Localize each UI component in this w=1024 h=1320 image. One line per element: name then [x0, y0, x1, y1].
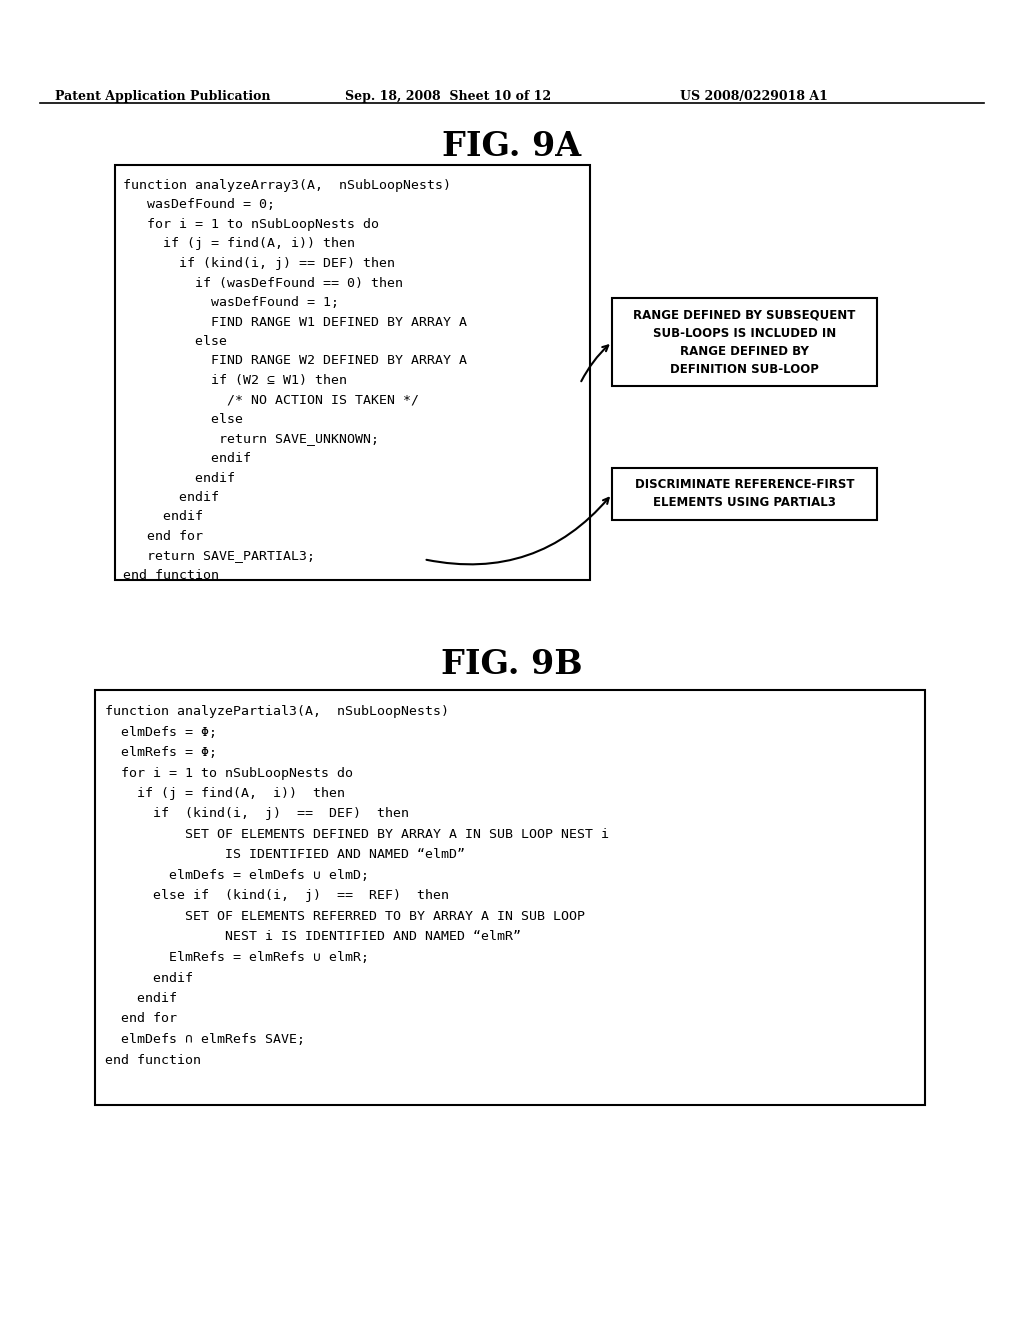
- Text: return SAVE_UNKNOWN;: return SAVE_UNKNOWN;: [123, 433, 379, 446]
- Text: FIG. 9A: FIG. 9A: [442, 129, 582, 162]
- Text: endif: endif: [105, 972, 193, 985]
- Text: if (kind(i, j) == DEF) then: if (kind(i, j) == DEF) then: [123, 257, 395, 271]
- Text: else if  (kind(i,  j)  ==  REF)  then: else if (kind(i, j) == REF) then: [105, 890, 449, 903]
- Text: endif: endif: [123, 471, 234, 484]
- Text: end function: end function: [123, 569, 219, 582]
- Text: else: else: [123, 413, 243, 426]
- Text: end for: end for: [123, 531, 203, 543]
- Text: endif: endif: [105, 993, 177, 1005]
- Text: elmDefs = Φ;: elmDefs = Φ;: [105, 726, 217, 738]
- Text: for i = 1 to nSubLoopNests do: for i = 1 to nSubLoopNests do: [123, 218, 379, 231]
- Text: endif: endif: [123, 511, 203, 524]
- Text: RANGE DEFINED BY: RANGE DEFINED BY: [680, 345, 809, 358]
- Text: DISCRIMINATE REFERENCE-FIRST: DISCRIMINATE REFERENCE-FIRST: [635, 478, 854, 491]
- Text: if (j = find(A, i)) then: if (j = find(A, i)) then: [123, 238, 355, 251]
- Text: ELEMENTS USING PARTIAL3: ELEMENTS USING PARTIAL3: [653, 496, 836, 510]
- Text: if (wasDefFound == 0) then: if (wasDefFound == 0) then: [123, 276, 403, 289]
- Text: end for: end for: [105, 1012, 177, 1026]
- Text: ElmRefs = elmRefs ∪ elmR;: ElmRefs = elmRefs ∪ elmR;: [105, 950, 369, 964]
- Text: if (j = find(A,  i))  then: if (j = find(A, i)) then: [105, 787, 345, 800]
- Bar: [95, 690, 925, 1105]
- Text: FIND RANGE W1 DEFINED BY ARRAY A: FIND RANGE W1 DEFINED BY ARRAY A: [123, 315, 467, 329]
- Text: IS IDENTIFIED AND NAMED “elmD”: IS IDENTIFIED AND NAMED “elmD”: [105, 849, 465, 862]
- Text: RANGE DEFINED BY SUBSEQUENT: RANGE DEFINED BY SUBSEQUENT: [633, 309, 856, 322]
- Text: elmDefs ∩ elmRefs SAVE;: elmDefs ∩ elmRefs SAVE;: [105, 1034, 305, 1045]
- Text: SET OF ELEMENTS DEFINED BY ARRAY A IN SUB LOOP NEST i: SET OF ELEMENTS DEFINED BY ARRAY A IN SU…: [105, 828, 609, 841]
- Text: Patent Application Publication: Patent Application Publication: [55, 90, 270, 103]
- Text: if (W2 ⊆ W1) then: if (W2 ⊆ W1) then: [123, 374, 347, 387]
- Text: FIG. 9B: FIG. 9B: [441, 648, 583, 681]
- Text: function analyzePartial3(A,  nSubLoopNests): function analyzePartial3(A, nSubLoopNest…: [105, 705, 449, 718]
- Text: wasDefFound = 0;: wasDefFound = 0;: [123, 198, 275, 211]
- Text: endif: endif: [123, 451, 251, 465]
- Bar: [612, 298, 877, 385]
- Text: elmDefs = elmDefs ∪ elmD;: elmDefs = elmDefs ∪ elmD;: [105, 869, 369, 882]
- Bar: [115, 165, 590, 579]
- Text: FIND RANGE W2 DEFINED BY ARRAY A: FIND RANGE W2 DEFINED BY ARRAY A: [123, 355, 467, 367]
- Text: DEFINITION SUB-LOOP: DEFINITION SUB-LOOP: [670, 363, 819, 376]
- Text: Sep. 18, 2008  Sheet 10 of 12: Sep. 18, 2008 Sheet 10 of 12: [345, 90, 551, 103]
- Text: endif: endif: [123, 491, 219, 504]
- Text: if  (kind(i,  j)  ==  DEF)  then: if (kind(i, j) == DEF) then: [105, 808, 409, 821]
- Text: SUB-LOOPS IS INCLUDED IN: SUB-LOOPS IS INCLUDED IN: [653, 327, 837, 341]
- Text: /* NO ACTION IS TAKEN */: /* NO ACTION IS TAKEN */: [123, 393, 419, 407]
- Text: wasDefFound = 1;: wasDefFound = 1;: [123, 296, 339, 309]
- Text: else: else: [123, 335, 227, 348]
- Text: SET OF ELEMENTS REFERRED TO BY ARRAY A IN SUB LOOP: SET OF ELEMENTS REFERRED TO BY ARRAY A I…: [105, 909, 585, 923]
- Text: US 2008/0229018 A1: US 2008/0229018 A1: [680, 90, 827, 103]
- Text: for i = 1 to nSubLoopNests do: for i = 1 to nSubLoopNests do: [105, 767, 353, 780]
- Text: return SAVE_PARTIAL3;: return SAVE_PARTIAL3;: [123, 549, 315, 562]
- Text: elmRefs = Φ;: elmRefs = Φ;: [105, 746, 217, 759]
- Text: function analyzeArray3(A,  nSubLoopNests): function analyzeArray3(A, nSubLoopNests): [123, 180, 451, 191]
- Bar: [612, 469, 877, 520]
- Text: NEST i IS IDENTIFIED AND NAMED “elmR”: NEST i IS IDENTIFIED AND NAMED “elmR”: [105, 931, 521, 944]
- Text: end function: end function: [105, 1053, 201, 1067]
